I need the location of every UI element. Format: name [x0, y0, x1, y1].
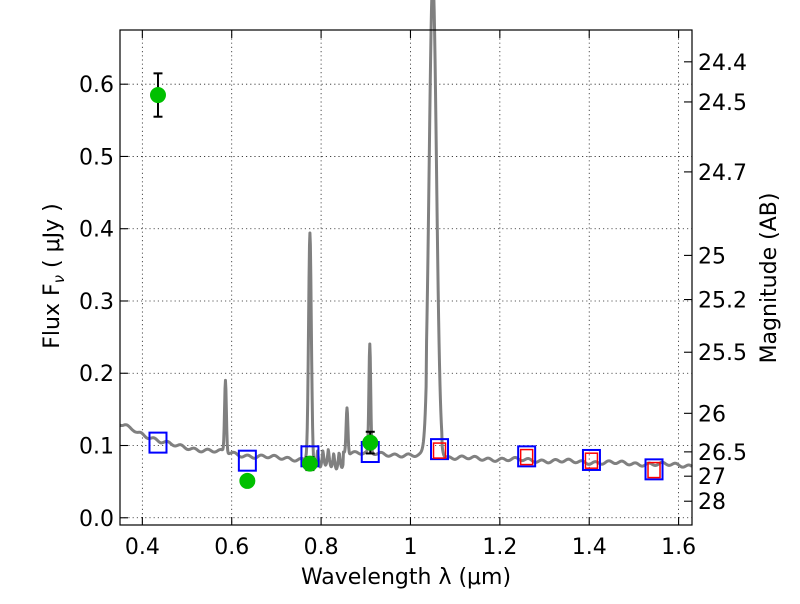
- blue-model-square: [430, 438, 450, 461]
- y-tick-label: 0.1: [79, 435, 114, 460]
- x-tick-label: 0.6: [214, 535, 249, 560]
- magnitude-tick-label: 25.2: [698, 289, 747, 314]
- x-tick-label: 1.6: [661, 535, 696, 560]
- observed-flux-point: [149, 87, 166, 104]
- magnitude-tick-label: 25.5: [698, 341, 747, 366]
- red-model-square: [432, 442, 447, 459]
- observed-flux-point: [362, 434, 379, 451]
- blue-model-square: [644, 458, 664, 481]
- magnitude-tick-label: 25: [698, 244, 726, 269]
- y-axis-label: Flux Fν ( μJy ): [40, 203, 68, 348]
- spectrum-layer: [118, 0, 694, 471]
- grid-layer: [120, 30, 692, 525]
- magnitude-tick-label: 24.5: [698, 91, 747, 116]
- y-axis-label-main: Flux F: [40, 283, 65, 348]
- x-axis-label: Wavelength λ (μm): [301, 565, 511, 590]
- plot-frame: [119, 29, 693, 526]
- marker-layer: [148, 72, 664, 489]
- y-tick-label: 0.0: [79, 507, 114, 532]
- y-axis-label-subscript: ν: [50, 275, 68, 283]
- blue-model-square: [237, 449, 257, 472]
- blue-model-square: [581, 448, 601, 471]
- x-tick-label: 1.2: [482, 535, 517, 560]
- blue-model-square: [148, 431, 168, 454]
- y-axis-label-unit: ( μJy ): [40, 203, 65, 275]
- y-tick-label: 0.6: [79, 73, 114, 98]
- y-tick-label: 0.2: [79, 362, 114, 387]
- red-model-square: [584, 452, 599, 469]
- observed-flux-point: [301, 455, 318, 472]
- x-tick-label: 0.4: [125, 535, 160, 560]
- blue-model-square: [517, 445, 537, 468]
- magnitude-tick-label: 26.5: [698, 441, 747, 466]
- axes-layer: 0.4 0.6 0.8 1 1.2 1.4 1.6 0.0 0.1 0.2 0.3 0.4 0.5 0.6…: [79, 29, 747, 560]
- magnitude-tick-label: 24.4: [698, 51, 747, 76]
- red-model-square: [647, 461, 661, 479]
- magnitude-tick-label: 27: [698, 465, 726, 490]
- magnitude-tick-label: 24.7: [698, 161, 747, 186]
- spectrum-line: [118, 0, 694, 471]
- x-tick-label: 0.8: [304, 535, 339, 560]
- red-model-square: [519, 448, 534, 466]
- magnitude-tick-label: 26: [698, 402, 726, 427]
- x-tick-label: 1: [403, 535, 417, 560]
- observed-flux-point: [239, 472, 256, 489]
- y-tick-label: 0.4: [79, 218, 114, 243]
- y-tick-label: 0.5: [79, 145, 114, 170]
- y2-axis-label: Magnitude (AB): [757, 193, 782, 364]
- x-tick-label: 1.4: [572, 535, 607, 560]
- magnitude-tick-label: 28: [698, 490, 726, 515]
- y-tick-label: 0.3: [79, 290, 114, 315]
